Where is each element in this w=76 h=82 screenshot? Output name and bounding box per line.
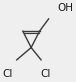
Text: OH: OH xyxy=(58,3,74,13)
Text: Cl: Cl xyxy=(2,69,13,79)
Text: Cl: Cl xyxy=(40,69,51,79)
